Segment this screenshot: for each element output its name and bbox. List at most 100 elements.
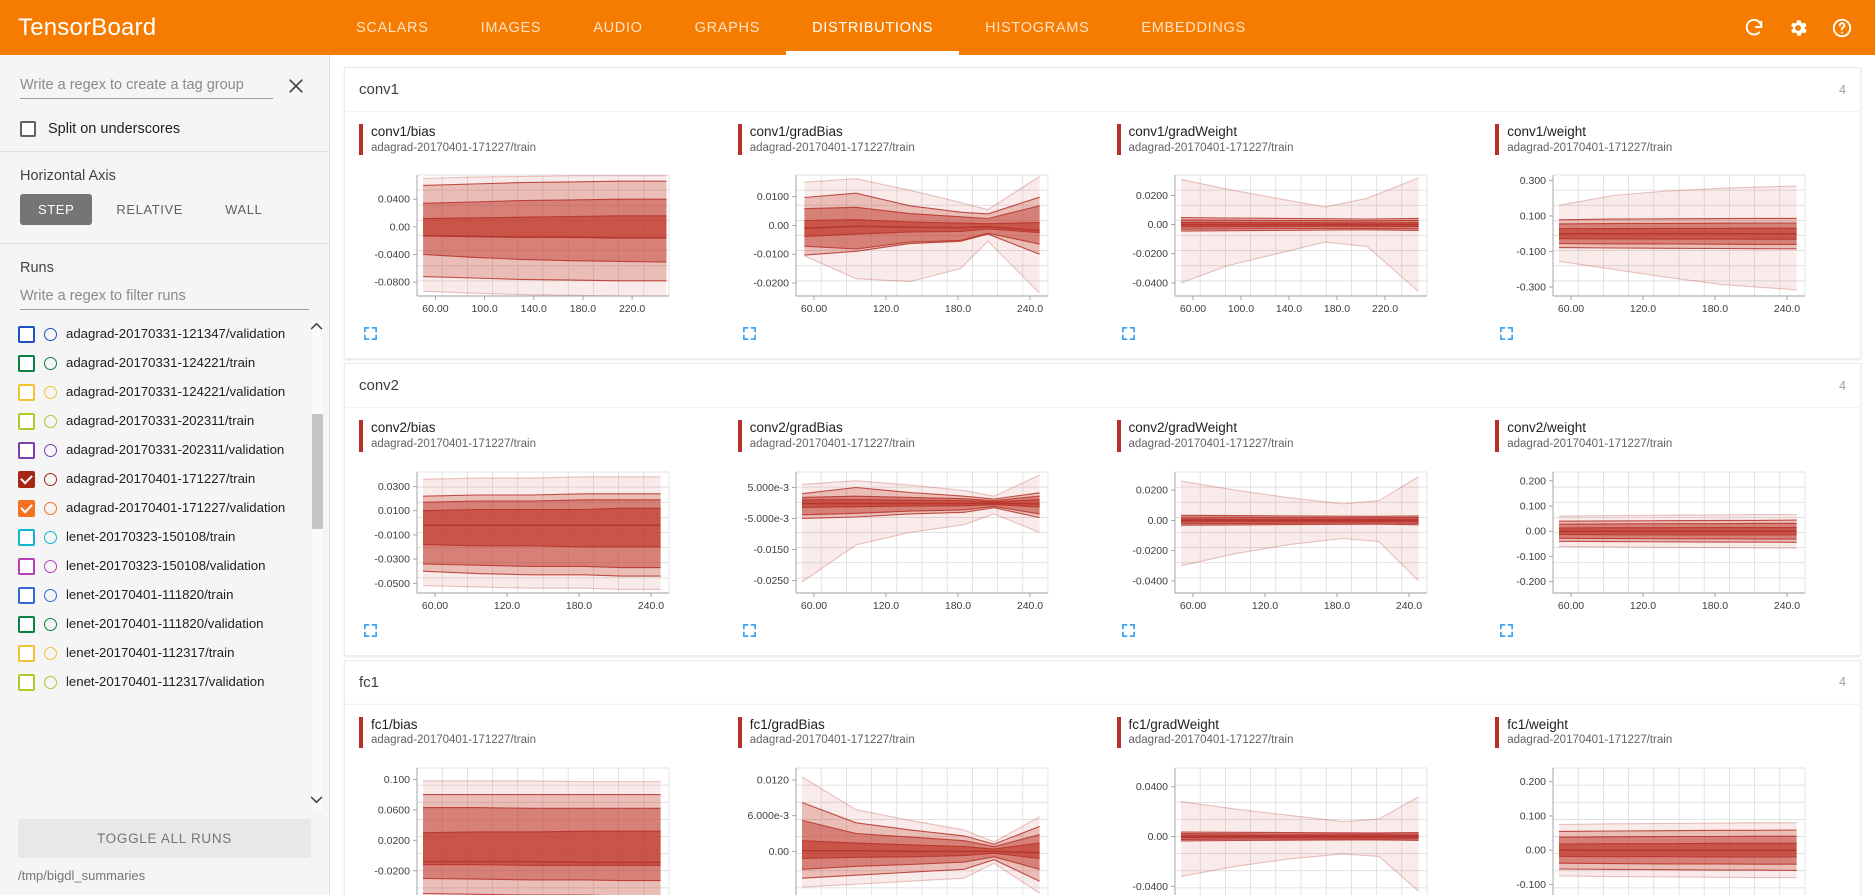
- expand-icon[interactable]: [1495, 617, 1514, 655]
- run-checkbox[interactable]: [18, 413, 35, 430]
- percentile-line: [1559, 218, 1797, 221]
- chart-canvas[interactable]: 0.0400 0.00 -0.0400: [1117, 758, 1476, 895]
- run-checkbox[interactable]: [18, 558, 35, 575]
- percentile-line: [801, 506, 1040, 519]
- chart-canvas[interactable]: 0.0200 0.00 -0.0200 -0.0400 60.00 120.0 180.0 2…: [1117, 462, 1476, 617]
- run-checkbox[interactable]: [18, 471, 35, 488]
- run-checkbox[interactable]: [18, 616, 35, 633]
- percentile-line: [423, 864, 661, 866]
- gear-icon[interactable]: [1787, 17, 1809, 39]
- tag-regex-input[interactable]: [20, 75, 273, 99]
- run-item[interactable]: lenet-20170401-111820/train: [18, 581, 305, 610]
- chevron-down-icon[interactable]: [308, 791, 325, 813]
- run-checkbox[interactable]: [18, 384, 35, 401]
- axis-option-wall[interactable]: WALL: [225, 202, 263, 217]
- distribution-plot[interactable]: 0.0200 0.00 -0.0200 -0.0400 60.00 100.0 140.0 1…: [1117, 165, 1437, 320]
- group-body: conv1/bias adagrad-20170401-171227/train 0…: [344, 111, 1861, 360]
- expand-icon[interactable]: [738, 617, 757, 655]
- chevron-up-icon[interactable]: [308, 320, 325, 340]
- chart-canvas[interactable]: 0.0120 6.000e-3 0.00: [738, 758, 1097, 895]
- tab-audio[interactable]: AUDIO: [593, 19, 643, 36]
- x-tick-label: 140.0: [1275, 303, 1301, 315]
- distribution-plot[interactable]: 0.100 0.0600 0.0200 -0.0200: [359, 758, 679, 895]
- chart-title: fc1/weight: [1507, 716, 1569, 732]
- chart-canvas[interactable]: 0.100 0.0600 0.0200 -0.0200: [359, 758, 718, 895]
- distribution-plot[interactable]: 0.0400 0.00 -0.0400: [1117, 758, 1437, 895]
- help-icon[interactable]: [1831, 17, 1853, 39]
- y-tick-label: -0.0400: [374, 249, 410, 261]
- expand-icon[interactable]: [1495, 320, 1514, 358]
- tab-scalars[interactable]: SCALARS: [356, 19, 429, 36]
- run-item[interactable]: lenet-20170401-112317/validation: [18, 668, 305, 697]
- run-item[interactable]: lenet-20170323-150108/train: [18, 523, 305, 552]
- toggle-all-runs-button[interactable]: TOGGLE ALL RUNS: [18, 819, 311, 858]
- run-item[interactable]: adagrad-20170331-202311/train: [18, 407, 305, 436]
- close-icon[interactable]: [283, 73, 309, 99]
- run-item[interactable]: adagrad-20170331-202311/validation: [18, 436, 305, 465]
- runs-scrollbar-thumb[interactable]: [312, 414, 323, 529]
- chart-canvas[interactable]: 0.0400 0.00 -0.0400 -0.0800 60.00 100.0 140.0 1…: [359, 165, 718, 320]
- chart-canvas[interactable]: 0.300 0.100 -0.100 -0.300 60.00 120.0 180.0 240…: [1495, 165, 1854, 320]
- chart-canvas[interactable]: 0.200 0.100 0.00 -0.100 -0.200 60.00 120.0 180.…: [1495, 462, 1854, 617]
- tab-images[interactable]: IMAGES: [480, 19, 542, 36]
- chart-canvas[interactable]: 0.200 0.100 0.00 -0.100: [1495, 758, 1854, 895]
- y-tick-label: -0.0100: [374, 529, 410, 541]
- tab-embeddings[interactable]: EMBEDDINGS: [1141, 19, 1246, 36]
- run-checkbox[interactable]: [18, 645, 35, 662]
- run-checkbox[interactable]: [18, 529, 35, 546]
- chart-canvas[interactable]: 0.0200 0.00 -0.0200 -0.0400 60.00 100.0 140.0 1…: [1117, 165, 1476, 320]
- run-item[interactable]: lenet-20170323-150108/validation: [18, 552, 305, 581]
- group-header-fc1[interactable]: fc1 4: [344, 659, 1861, 704]
- expand-icon[interactable]: [1117, 617, 1136, 655]
- run-checkbox[interactable]: [18, 355, 35, 372]
- run-item[interactable]: adagrad-20170401-171227/validation: [18, 494, 305, 523]
- run-checkbox[interactable]: [18, 326, 35, 343]
- run-checkbox[interactable]: [18, 674, 35, 691]
- percentile-band: [423, 216, 667, 239]
- percentile-line: [1559, 243, 1797, 246]
- chart-run-label: adagrad-20170401-171227/train: [749, 437, 915, 450]
- run-item[interactable]: lenet-20170401-111820/validation: [18, 610, 305, 639]
- run-item[interactable]: adagrad-20170331-124221/validation: [18, 378, 305, 407]
- percentile-line: [423, 254, 667, 263]
- split-on-underscores-checkbox[interactable]: [20, 121, 36, 137]
- run-checkbox[interactable]: [18, 500, 35, 517]
- axis-option-step[interactable]: STEP: [20, 194, 93, 225]
- chart-title: conv2/bias: [371, 420, 436, 436]
- runs-filter-input[interactable]: [20, 286, 309, 310]
- tab-graphs[interactable]: GRAPHS: [694, 19, 761, 36]
- distribution-plot[interactable]: 0.200 0.100 0.00 -0.100: [1495, 758, 1815, 895]
- run-item[interactable]: lenet-20170401-112317/train: [18, 639, 305, 668]
- split-on-underscores-row[interactable]: Split on underscores: [20, 121, 309, 137]
- group-header-conv1[interactable]: conv1 4: [344, 67, 1861, 111]
- refresh-icon[interactable]: [1743, 17, 1765, 39]
- expand-icon[interactable]: [738, 320, 757, 358]
- distribution-plot[interactable]: 0.0120 6.000e-3 0.00: [738, 758, 1058, 895]
- axis-option-relative[interactable]: RELATIVE: [116, 202, 184, 217]
- run-checkbox[interactable]: [18, 587, 35, 604]
- run-item[interactable]: adagrad-20170331-124221/train: [18, 349, 305, 378]
- distribution-plot[interactable]: 0.0300 0.0100 -0.0100 -0.0300 -0.0500 60.00 12…: [359, 462, 679, 617]
- run-checkbox[interactable]: [18, 442, 35, 459]
- runs-scrollbar[interactable]: [312, 322, 323, 811]
- chart-canvas[interactable]: 0.0100 0.00 -0.0100 -0.0200 60.00 120.0 180.0 2…: [738, 165, 1097, 320]
- runs-list[interactable]: adagrad-20170331-121347/validation adagra…: [0, 320, 329, 813]
- distribution-plot[interactable]: 5.000e-3 -5.000e-3 -0.0150 -0.0250 60.00 120.…: [738, 462, 1058, 617]
- percentile-line: [801, 486, 1040, 500]
- distribution-plot[interactable]: 0.0100 0.00 -0.0100 -0.0200 60.00 120.0 180.0 2…: [738, 165, 1058, 320]
- run-item[interactable]: adagrad-20170401-171227/train: [18, 465, 305, 494]
- expand-icon[interactable]: [1117, 320, 1136, 358]
- chart-canvas[interactable]: 5.000e-3 -5.000e-3 -0.0150 -0.0250 60.00 120.…: [738, 462, 1097, 617]
- group-header-conv2[interactable]: conv2 4: [344, 363, 1861, 408]
- expand-icon[interactable]: [359, 617, 378, 655]
- distribution-plot[interactable]: 0.300 0.100 -0.100 -0.300 60.00 120.0 180.0 240…: [1495, 165, 1815, 320]
- expand-icon[interactable]: [359, 320, 378, 358]
- distribution-plot[interactable]: 0.0400 0.00 -0.0400 -0.0800 60.00 100.0 140.0 1…: [359, 165, 679, 320]
- distribution-plot[interactable]: 0.200 0.100 0.00 -0.100 -0.200 60.00 120.0 180.…: [1495, 462, 1815, 617]
- run-color-dot: [44, 386, 57, 399]
- distribution-plot[interactable]: 0.0200 0.00 -0.0200 -0.0400 60.00 120.0 180.0 2…: [1117, 462, 1437, 617]
- chart-canvas[interactable]: 0.0300 0.0100 -0.0100 -0.0300 -0.0500 60.00 12…: [359, 462, 718, 617]
- tab-histograms[interactable]: HISTOGRAMS: [985, 19, 1090, 36]
- run-item[interactable]: adagrad-20170331-121347/validation: [18, 320, 305, 349]
- tab-distributions[interactable]: DISTRIBUTIONS: [786, 0, 960, 55]
